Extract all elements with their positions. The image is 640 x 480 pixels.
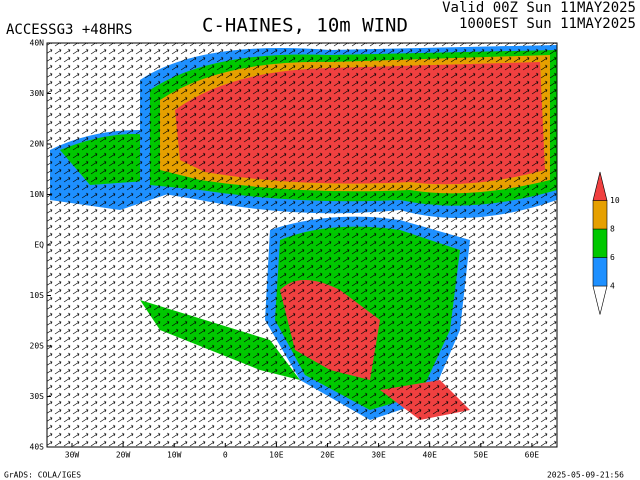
model-label: ACCESSG3 +48HRS (6, 22, 132, 38)
colorbar-segment (592, 228, 608, 258)
timestamp: 2025-05-09-21:56 (547, 471, 624, 480)
colorbar: 4 6 8 10 (592, 171, 620, 315)
colorbar-label: 6 (610, 253, 615, 262)
lon-label: 20W (116, 451, 131, 460)
wind-barbs (47, 43, 557, 447)
lat-label: 40N (30, 39, 45, 48)
valid-time: Valid 00Z Sun 11MAY2025 (442, 0, 636, 16)
lat-label: 40S (30, 443, 45, 452)
lat-label: 10S (30, 291, 45, 300)
map-field (47, 43, 557, 447)
colorbar-label: 8 (610, 225, 615, 234)
lat-label: EQ (34, 241, 44, 250)
lat-label: 10N (30, 190, 45, 199)
lon-label: 60E (525, 451, 540, 460)
lon-label: 40E (422, 451, 437, 460)
lat-label: 30N (30, 89, 45, 98)
lat-label: 20S (30, 342, 45, 351)
colorbar-label: 10 (610, 196, 620, 205)
lon-label: 50E (474, 451, 489, 460)
lon-label: 10E (269, 451, 284, 460)
axes: 40N 30N 20N 10N EQ 10S 20S 30S 40S 30W 20W 10W 0 10E 2… (30, 39, 540, 460)
colorbar-segment (592, 257, 608, 287)
local-time: 1000EST Sun 11MAY2025 (459, 16, 636, 32)
lon-label: 30W (65, 451, 80, 460)
lon-label: 0 (223, 451, 228, 460)
lon-label: 20E (320, 451, 335, 460)
colorbar-label: 4 (610, 282, 615, 291)
credit: GrADS: COLA/IGES (4, 471, 81, 480)
lon-label: 10W (167, 451, 182, 460)
map-title: C-HAINES, 10m WIND (202, 15, 408, 37)
colorbar-segment (592, 200, 608, 230)
lon-label: 30E (371, 451, 386, 460)
lat-label: 20N (30, 140, 45, 149)
lat-label: 30S (30, 392, 45, 401)
colorbar-segment (592, 171, 608, 201)
